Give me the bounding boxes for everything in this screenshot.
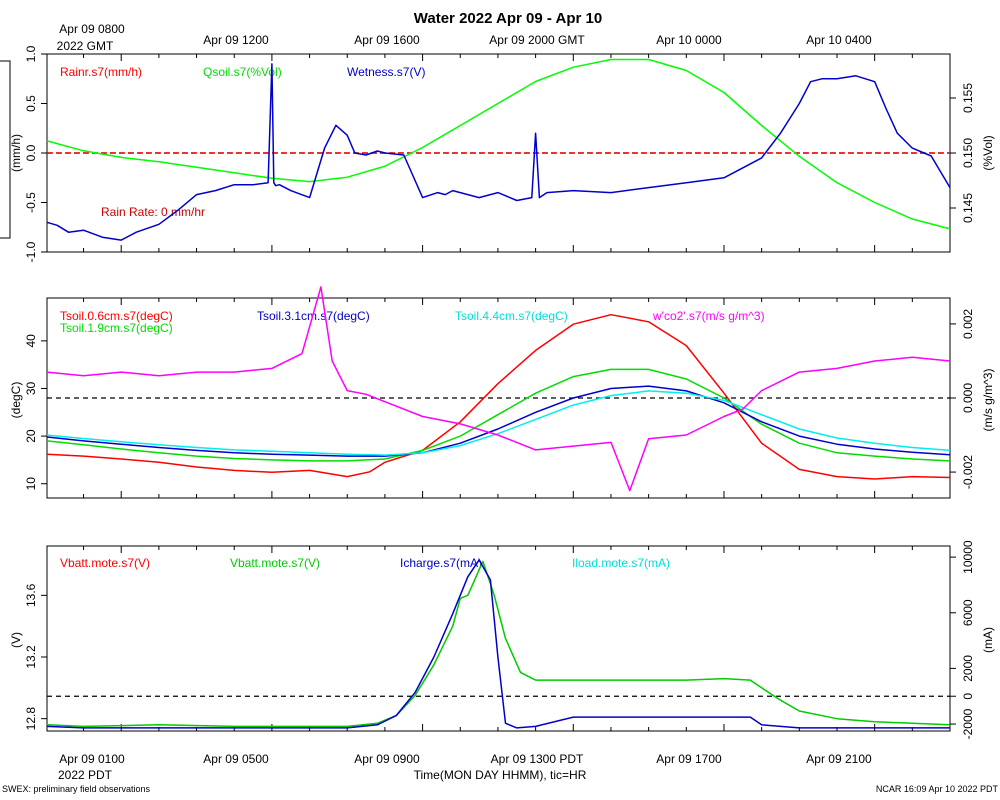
legend-rainr: Rainr.s7(mm/h)	[60, 65, 142, 79]
panel-battery: Vbatt.mote.s7(V) Vbatt.mote.s7(V) Icharg…	[9, 540, 995, 739]
y-axis-label-right: (mA)	[981, 627, 995, 653]
legend-tsoil-1-9: Tsoil.1.9cm.s7(degC)	[60, 321, 173, 335]
y-tick-label-right: 10000	[961, 540, 975, 574]
legend-iload: Iload.mote.s7(mA)	[572, 556, 670, 570]
x-axis-title: Time(MON DAY HHMM), tic=HR	[414, 768, 587, 782]
legend-vbatt-green: Vbatt.mote.s7(V)	[230, 556, 320, 570]
legend-icharge: Icharge.s7(mA)	[400, 556, 482, 570]
series-line-wetness-s7-v	[46, 63, 951, 241]
bottom-axis-label: Apr 09 0500	[203, 752, 269, 766]
y-tick-label-left: -1.0	[24, 241, 38, 262]
y-axis-label-left: (mm/h)	[9, 134, 23, 172]
bottom-axis-year: 2022 PDT	[58, 768, 113, 782]
y-axis-label-right: (m/s g/m^3)	[981, 369, 995, 432]
bottom-axis-label: Apr 09 0900	[354, 752, 420, 766]
legend-qsoil: Qsoil.s7(%Vol)	[203, 65, 282, 79]
bottom-axis-label: Apr 09 2100	[806, 752, 872, 766]
top-axis-label: Apr 09 2000 GMT	[489, 33, 585, 47]
y-tick-label-left: -0.5	[24, 192, 38, 213]
panel-frame	[46, 545, 951, 732]
y-tick-label-right: -2000	[961, 708, 975, 739]
series-line-w-co2-s7-m-s-g-m-3	[46, 286, 951, 492]
panel-soil-moisture: Rainr.s7(mm/h) Qsoil.s7(%Vol) Wetness.s7…	[9, 45, 995, 262]
y-tick-label-right: 6000	[961, 599, 975, 626]
y-tick-label-left: 1.0	[24, 45, 38, 62]
y-tick-label-left: 0.5	[24, 95, 38, 112]
top-axis-label: Apr 10 0400	[806, 33, 872, 47]
y-tick-label-right: 0.000	[961, 383, 975, 413]
y-tick-label-right: 0.155	[961, 83, 975, 113]
bottom-axis-label: Apr 09 1300 PDT	[491, 752, 584, 766]
top-axis-label: Apr 10 0000	[656, 33, 722, 47]
series-line-tsoil-1-9cm-s7-degc	[46, 368, 951, 462]
footer-right: NCAR 16:09 Apr 10 2022 PDT	[876, 784, 999, 794]
y-tick-label-right: 2000	[961, 655, 975, 682]
y-tick-label-right: 0.145	[961, 193, 975, 223]
y-tick-label-left: 30	[24, 381, 38, 395]
legend-tsoil-4-4: Tsoil.4.4cm.s7(degC)	[455, 309, 568, 323]
top-axis-label: Apr 09 1200	[203, 33, 269, 47]
series-line-qsoil-s7-vol	[46, 58, 951, 230]
y-tick-label-left: 13.6	[24, 583, 38, 607]
rain-rate-annotation: Rain Rate: 0 mm/hr	[101, 205, 205, 219]
top-axis-year-label: 2022 GMT	[57, 39, 114, 53]
y-axis-label-left: (degC)	[9, 382, 23, 419]
y-tick-label-right: -0.002	[961, 455, 975, 489]
legend-vbatt-red: Vbatt.mote.s7(V)	[60, 556, 150, 570]
legend-wco2: w'co2'.s7(m/s g/m^3)	[652, 309, 765, 323]
series-line-tsoil-0-6cm-s7-degc	[46, 313, 951, 480]
series-line-tsoil-3-1cm-s7-degc	[46, 385, 951, 457]
legend-wetness: Wetness.s7(V)	[347, 65, 425, 79]
series-line-tsoil-4-4cm-s7-degc	[46, 390, 951, 456]
top-axis-first-label: Apr 09 0800	[59, 22, 125, 36]
footer-left: SWEX: preliminary field observations	[2, 784, 151, 794]
series-line-vbatt-mote-s7-v	[46, 560, 951, 728]
y-tick-label-left: 40	[24, 334, 38, 348]
bottom-axis-label: Apr 09 1700	[656, 752, 722, 766]
bottom-axis-label: Apr 09 0100	[59, 752, 125, 766]
series-line-icharge-s7-ma	[46, 559, 950, 729]
panel-soil-temperature: Tsoil.0.6cm.s7(degC) Tsoil.1.9cm.s7(degC…	[9, 286, 995, 499]
y-tick-label-left: 0.0	[24, 144, 38, 161]
legend-tsoil-0-6: Tsoil.0.6cm.s7(degC)	[60, 309, 173, 323]
chart-title: Water 2022 Apr 09 - Apr 10	[414, 10, 602, 27]
clipped-legend-box	[0, 60, 11, 239]
y-tick-label-right: 0.150	[961, 138, 975, 168]
top-axis-label: Apr 09 1600	[354, 33, 420, 47]
y-axis-label-left: (V)	[9, 632, 23, 648]
y-tick-label-right: 0	[961, 693, 975, 700]
y-axis-label-right: (%Vol)	[981, 135, 995, 170]
y-tick-label-left: 12.8	[24, 707, 38, 731]
y-tick-label-right: 0.002	[961, 309, 975, 339]
y-tick-label-left: 13.2	[24, 645, 38, 669]
y-tick-label-left: 10	[24, 477, 38, 491]
y-tick-label-left: 20	[24, 429, 38, 443]
